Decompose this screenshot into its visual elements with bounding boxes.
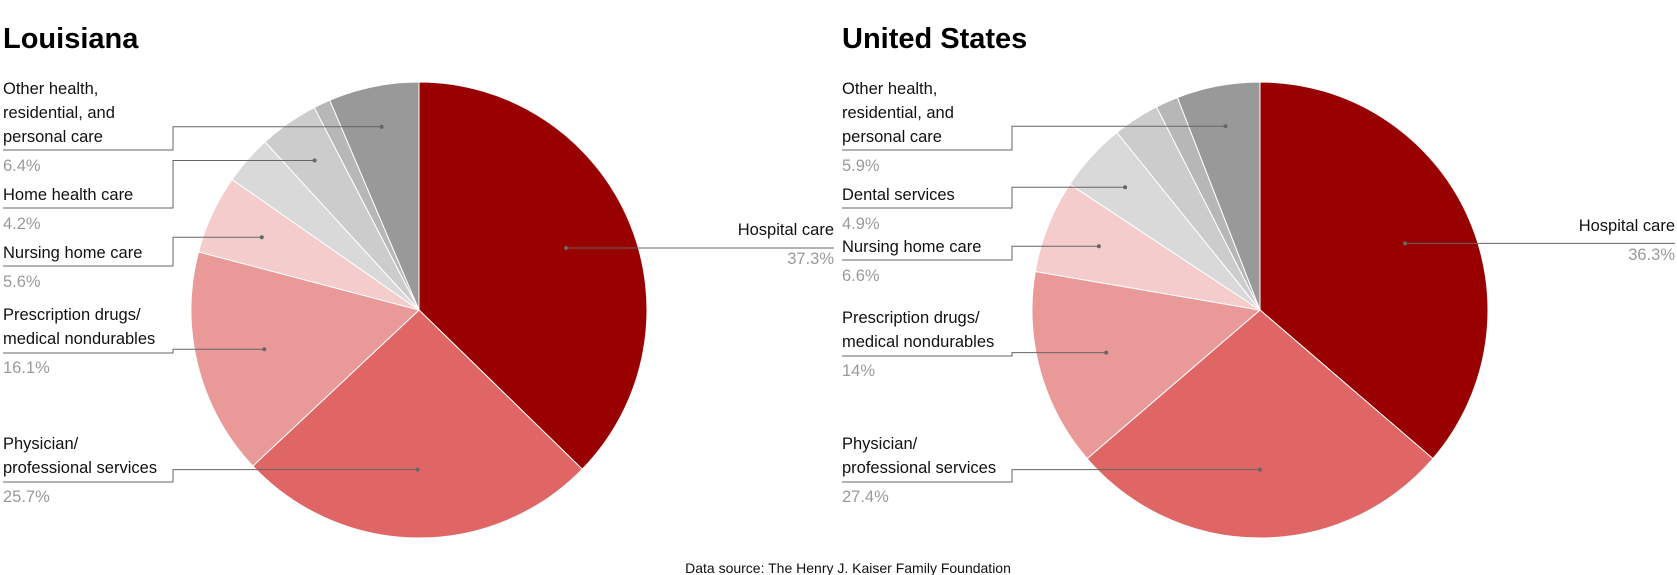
leader-line [842,469,1260,483]
pie-slice-prescription-drugs-medical-nondurables [1031,270,1262,460]
leader-dot [379,124,384,129]
pie-chart-louisiana: Louisiana Hospital care 37.3% Physician/pr… [3,23,834,539]
pie-slice-other-health-residential-and-personal-care [1176,81,1261,311]
leader-dot [312,158,317,163]
slice-label: medical nondurables [3,330,155,348]
pie-slice-physician-professional-services [1086,309,1434,539]
pie-title: United States [842,23,1027,55]
leader-dot [1258,467,1262,472]
slice-percent: 6.4% [3,157,41,175]
pie-slices [1031,81,1489,539]
leader-dot [1096,244,1101,249]
slice-label: Other health, [842,80,937,98]
slice-label: Nursing home care [3,244,142,262]
slice-percent: 36.3% [1628,246,1675,264]
slice-label: Prescription drugs/ [3,306,141,324]
slice-percent: 4.2% [3,215,41,233]
slice-label: personal care [842,128,942,146]
leader-dot [1403,241,1408,246]
pie-labels: Hospital care 37.3% Physician/professional… [3,80,834,506]
slice-label: Home health care [3,186,133,204]
pie-slice-hospital-care [1259,81,1489,460]
pie-slice-prescription-drugs-medical-nondurables [190,251,421,467]
leader-line [3,159,315,209]
slice-percent: 5.6% [3,273,41,291]
slice-label: Prescription drugs/ [842,309,980,327]
slice-percent: 37.3% [787,250,834,268]
slice-percent: 6.6% [842,267,880,285]
leader-line [3,348,265,354]
slice-label: personal care [3,128,103,146]
slice-percent: 16.1% [3,359,50,377]
slice-label: Dental services [842,186,955,204]
leader-line [3,236,262,267]
leader-dot [1104,350,1109,355]
leader-dot [1123,185,1128,190]
pie-labels: Hospital care 36.3% Physician/professional… [842,80,1675,506]
pie-slices [190,81,648,539]
slice-label: Nursing home care [842,238,981,256]
leader-dot [564,245,569,250]
slice-label: professional services [3,459,157,477]
slice-label: residential, and [842,104,954,122]
slice-label: Physician/ [3,435,79,453]
leader-line [842,245,1099,261]
slice-label: Other health, [3,80,98,98]
slice-label: Hospital care [1579,217,1675,235]
pie-slice-other-health-residential-and-personal-care [329,81,420,311]
slice-percent: 25.7% [3,488,50,506]
leader-line [842,186,1126,209]
pie-title: Louisiana [3,23,139,55]
pie-slice-hospital-care [418,81,648,470]
pie-slice-physician-professional-services [252,309,583,539]
slice-label: residential, and [3,104,115,122]
leader-dot [415,467,420,472]
leader-line [3,126,382,151]
slice-label: medical nondurables [842,333,994,351]
leader-line [3,469,418,483]
leader-dot [259,235,264,240]
pie-chart-united-states: United States Hospital care 36.3% Physicia… [842,23,1675,539]
slice-percent: 5.9% [842,157,880,175]
leader-dot [262,347,267,352]
leader-dot [1223,124,1228,129]
data-source-note: Data source: The Henry J. Kaiser Family … [685,560,1011,575]
slice-label: professional services [842,459,996,477]
slice-percent: 27.4% [842,488,889,506]
slice-label: Hospital care [738,221,834,239]
leader-line [842,352,1107,357]
slice-percent: 14% [842,362,875,380]
slice-percent: 4.9% [842,215,880,233]
leader-line [842,125,1226,151]
slice-label: Physician/ [842,435,918,453]
